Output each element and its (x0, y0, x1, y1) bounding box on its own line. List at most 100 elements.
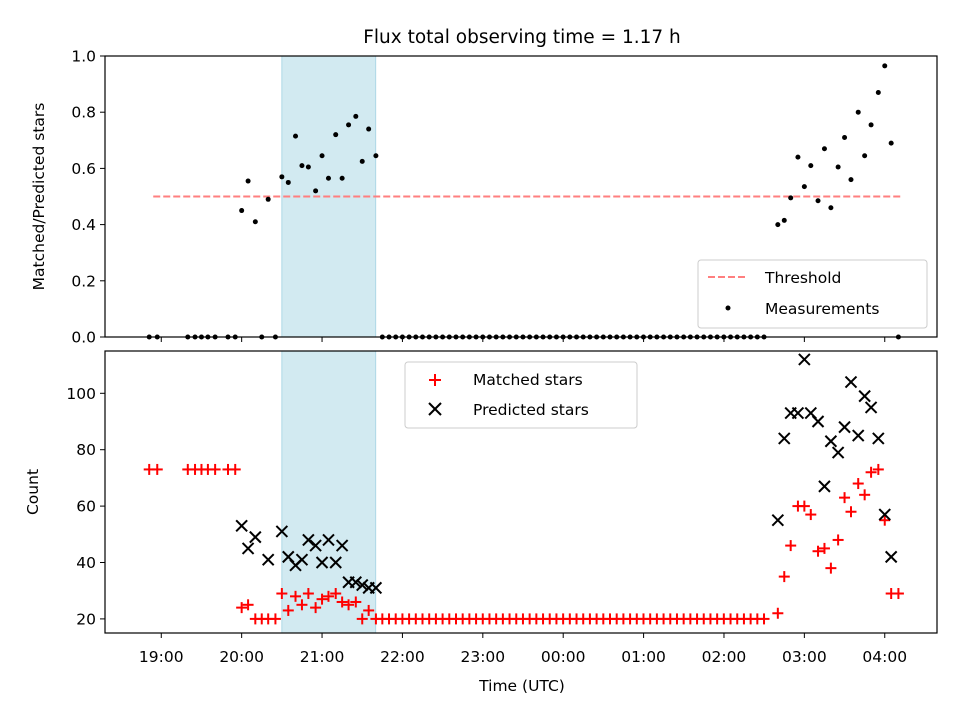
top-axes-frame (104, 55, 938, 338)
measurement-point (801, 184, 807, 190)
predicted-star-point (864, 401, 878, 414)
x-tick-label: 00:00 (541, 648, 586, 666)
legend-predicted-swatch (428, 402, 442, 416)
matched-star-point (825, 562, 837, 574)
measurement-point (842, 134, 848, 140)
predicted-star-point (824, 435, 838, 448)
predicted-star-point (295, 553, 309, 566)
matched-star-point (772, 607, 784, 619)
matched-star-point (229, 463, 241, 475)
y-tick-label: 0.2 (71, 272, 96, 290)
y-tick-label: 1.0 (71, 48, 96, 66)
matched-star-point (242, 599, 254, 611)
measurement-point (305, 164, 311, 170)
predicted-star-point (335, 539, 349, 552)
predicted-star-point (798, 353, 811, 366)
top-panel: 0.0 0.2 0.4 0.6 0.8 1.0 Matched/Predicted sta… (30, 48, 938, 347)
measurement-point (781, 217, 787, 223)
predicted-star-point (884, 550, 898, 564)
x-tick-label: 03:00 (782, 648, 827, 666)
bottom-x-ticks: 19:00 20:00 21:00 22:00 23:00 00:00 01:00 02:00… (139, 633, 907, 666)
x-tick-label: 22:00 (380, 648, 425, 666)
matched-star-point (798, 500, 810, 512)
measurement-point (862, 153, 868, 159)
bottom-axes-frame (104, 350, 938, 634)
predicted-star-point (322, 533, 335, 547)
measurement-point (285, 179, 291, 185)
matched-star-point (209, 463, 221, 475)
matched-star-point (859, 489, 871, 501)
matched-star-point (302, 588, 314, 600)
matched-star-point (322, 590, 334, 602)
matched-star-point (758, 613, 770, 625)
matched-star-point (892, 588, 904, 600)
predicted-star-point (275, 525, 289, 538)
bottom-legend: Matched stars Predicted stars (404, 361, 638, 429)
predicted-star-point (309, 539, 322, 552)
top-y-axis-label: Matched/Predicted stars (30, 103, 48, 291)
y-tick-label: 20 (76, 610, 96, 628)
measurement-point (888, 140, 894, 146)
measurement-point (815, 198, 821, 204)
x-axis-label: Time (UTC) (478, 677, 565, 695)
chart-title: Flux total observing time = 1.17 h (363, 27, 681, 48)
top-x-ticks (160, 337, 886, 342)
x-tick-label: 04:00 (862, 648, 907, 666)
y-tick-label: 0.0 (71, 329, 96, 347)
measurement-point (333, 132, 339, 138)
predicted-star-point (329, 556, 342, 569)
x-tick-label: 02:00 (702, 648, 747, 666)
measurement-point (855, 109, 861, 115)
observing-window-bottom (281, 350, 377, 634)
matched-star-point (818, 542, 830, 554)
predicted-star-point (791, 406, 805, 420)
matched-star-point (269, 613, 281, 625)
measurement-point (313, 188, 319, 194)
matched-star-point (350, 596, 362, 608)
x-tick-label: 19:00 (139, 648, 184, 666)
measurement-point (788, 195, 794, 201)
measurement-point (252, 219, 258, 225)
matched-star-point (276, 588, 288, 600)
y-tick-label: 40 (76, 554, 96, 572)
matched-star-point (236, 602, 248, 614)
matched-star-point (290, 590, 302, 602)
measurement-point (265, 196, 271, 202)
measurement-point (325, 175, 331, 181)
y-tick-label: 100 (66, 385, 96, 403)
y-tick-label: 0.4 (71, 216, 96, 234)
x-tick-label: 23:00 (460, 648, 505, 666)
top-legend-box (697, 259, 928, 329)
matched-star-point (852, 478, 864, 490)
matched-star-points (143, 463, 904, 625)
measurement-point (795, 154, 801, 160)
measurement-point (366, 126, 372, 132)
measurement-point (319, 153, 325, 159)
predicted-star-point (844, 375, 858, 389)
y-tick-label: 80 (76, 441, 96, 459)
matched-star-point (812, 545, 824, 557)
legend-threshold-label: Threshold (764, 269, 841, 287)
predicted-star-point (818, 480, 831, 493)
legend-matched-label: Matched stars (473, 371, 583, 389)
measurement-point (848, 177, 854, 183)
measurement-point (339, 175, 345, 181)
predicted-star-point (356, 578, 369, 592)
measurement-point (239, 208, 245, 214)
measurement-point (346, 122, 352, 128)
predicted-star-point (302, 533, 315, 547)
measurement-point (821, 146, 827, 152)
legend-predicted-label: Predicted stars (473, 401, 589, 419)
predicted-star-point (349, 576, 363, 589)
x-tick-label: 01:00 (621, 648, 666, 666)
y-tick-label: 60 (76, 498, 96, 516)
matched-star-point (865, 466, 877, 478)
legend-matched-swatch (429, 374, 441, 386)
predicted-star-point (811, 415, 825, 428)
measurement-point (293, 133, 299, 139)
measurement-point (868, 122, 874, 128)
predicted-star-points (235, 353, 898, 595)
predicted-star-point (872, 432, 885, 445)
y-tick-label: 0.6 (71, 160, 96, 178)
